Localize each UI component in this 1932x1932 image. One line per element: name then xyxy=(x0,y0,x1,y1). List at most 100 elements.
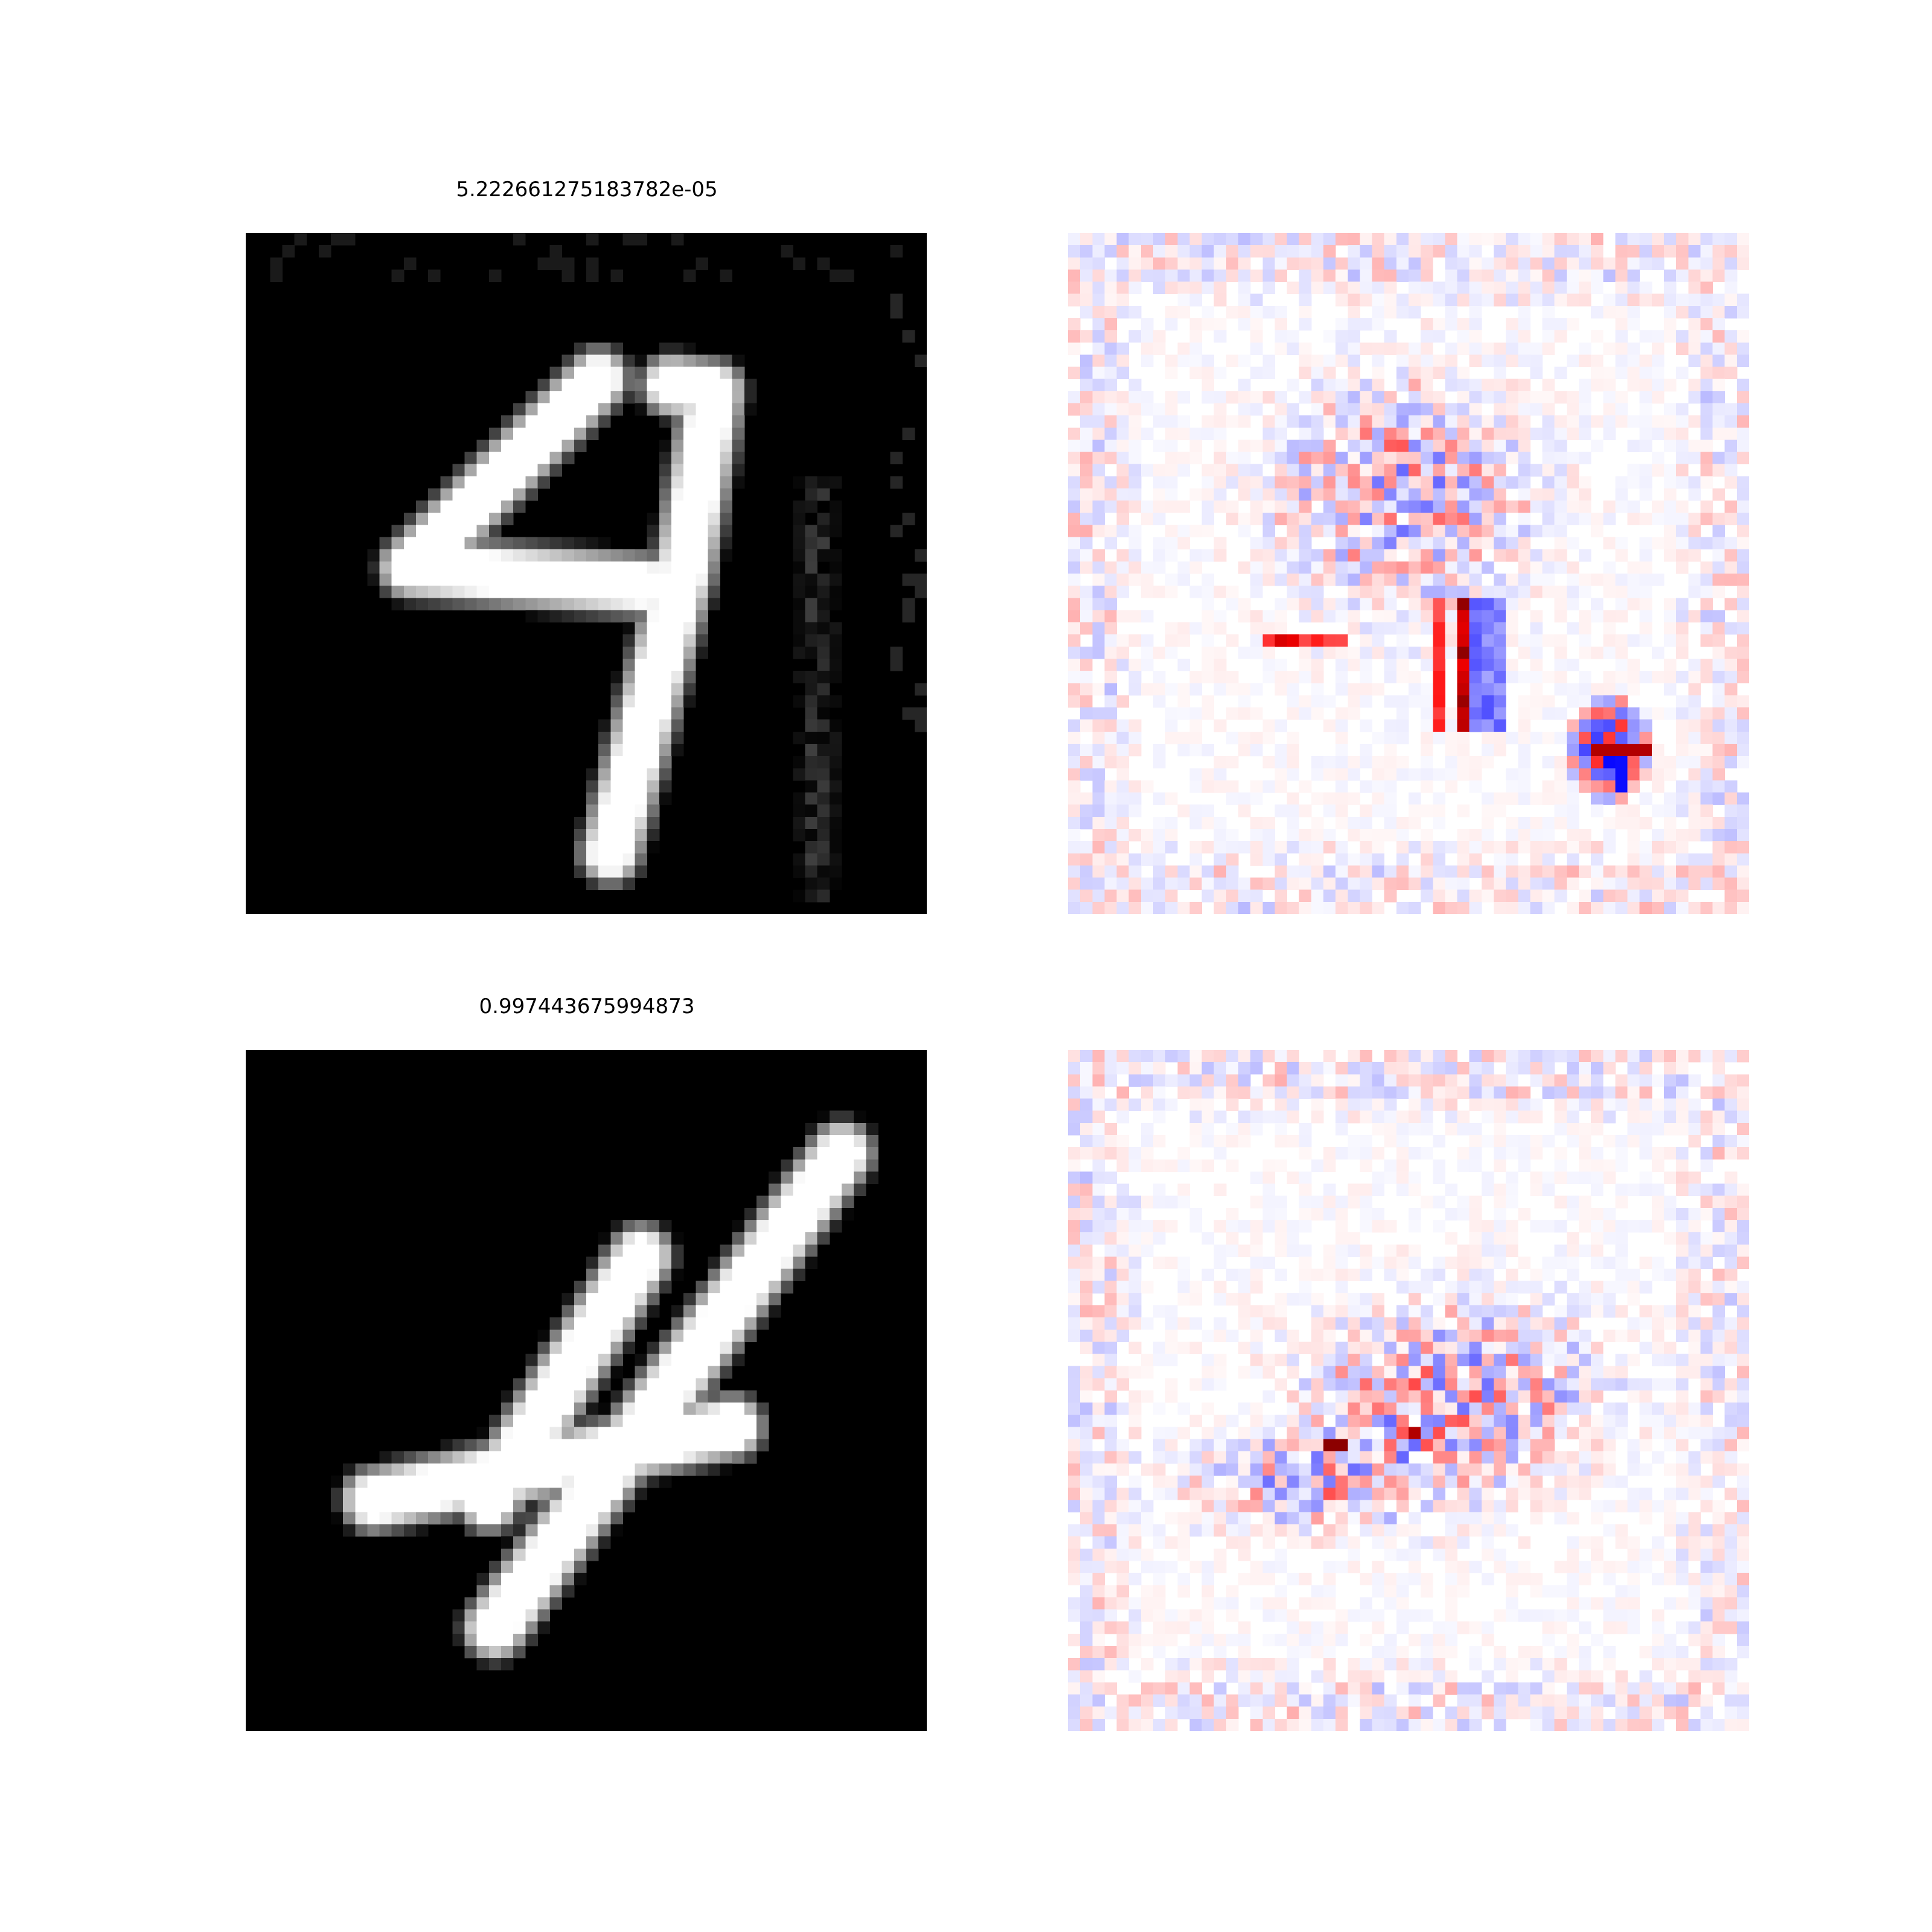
heatmap-cell xyxy=(1469,1098,1482,1112)
image-pixel xyxy=(501,1451,514,1464)
image-pixel xyxy=(574,379,587,392)
heatmap-cell xyxy=(1189,768,1202,781)
image-pixel xyxy=(549,586,563,598)
image-pixel xyxy=(659,695,672,708)
heatmap-cell xyxy=(1627,1354,1640,1367)
image-pixel xyxy=(696,415,708,428)
heatmap-cell xyxy=(1712,245,1726,258)
image-pixel xyxy=(647,610,660,622)
heatmap-cell xyxy=(1189,816,1202,830)
heatmap-cell xyxy=(1591,233,1604,246)
heatmap-cell xyxy=(1591,1293,1604,1306)
image-pixel xyxy=(464,476,478,489)
heatmap-cell xyxy=(1676,598,1689,610)
heatmap-cell xyxy=(1724,1317,1738,1330)
heatmap-cell xyxy=(1457,1062,1470,1075)
heatmap-cell xyxy=(1530,281,1543,295)
heatmap-cell xyxy=(1311,1342,1324,1354)
heatmap-cell xyxy=(1226,598,1239,610)
image-pixel xyxy=(829,1159,842,1172)
heatmap-cell xyxy=(1542,1342,1555,1354)
image-pixel xyxy=(549,257,563,270)
heatmap-cell xyxy=(1603,1293,1616,1306)
heatmap-cell xyxy=(1421,1062,1433,1075)
heatmap-cell xyxy=(1457,379,1470,392)
heatmap-cell xyxy=(1481,695,1494,708)
heatmap-cell xyxy=(1676,1086,1689,1099)
heatmap-cell xyxy=(1433,574,1445,586)
heatmap-cell xyxy=(1469,403,1482,416)
image-pixel xyxy=(659,1329,672,1342)
heatmap-cell xyxy=(1481,792,1494,805)
heatmap-cell xyxy=(1724,731,1738,744)
heatmap-cell xyxy=(1384,269,1397,282)
heatmap-cell xyxy=(1177,354,1190,367)
heatmap-cell xyxy=(1080,671,1093,683)
heatmap-cell xyxy=(1724,293,1738,307)
heatmap-cell xyxy=(1104,305,1117,319)
heatmap-cell xyxy=(1579,1293,1591,1306)
heatmap-cell xyxy=(1579,1244,1591,1257)
heatmap-cell xyxy=(1421,1378,1433,1391)
image-pixel xyxy=(622,816,635,830)
image-pixel xyxy=(696,537,708,550)
heatmap-cell xyxy=(1116,427,1130,440)
image-pixel xyxy=(805,744,818,756)
heatmap-cell xyxy=(1603,622,1616,635)
heatmap-cell xyxy=(1140,574,1154,586)
heatmap-cell xyxy=(1712,634,1726,647)
image-pixel xyxy=(720,476,733,489)
heatmap-cell xyxy=(1566,1390,1579,1403)
heatmap-cell xyxy=(1688,744,1701,756)
heatmap-cell xyxy=(1140,1390,1154,1403)
heatmap-cell xyxy=(1287,501,1300,513)
heatmap-cell xyxy=(1736,792,1749,805)
image-pixel xyxy=(635,719,648,732)
heatmap-cell xyxy=(1238,707,1251,720)
image-pixel xyxy=(574,1415,587,1427)
heatmap-cell xyxy=(1335,1342,1348,1354)
image-pixel xyxy=(440,1488,453,1500)
heatmap-cell xyxy=(1554,1281,1567,1294)
image-pixel xyxy=(598,1281,611,1294)
heatmap-cell xyxy=(1651,865,1665,878)
image-pixel xyxy=(574,1573,587,1585)
image-pixel xyxy=(549,1561,563,1573)
heatmap-cell xyxy=(1335,1074,1348,1087)
heatmap-cell xyxy=(1421,719,1433,732)
image-pixel xyxy=(744,403,757,416)
heatmap-cell xyxy=(1128,901,1142,914)
heatmap-cell xyxy=(1506,1074,1518,1087)
image-pixel xyxy=(476,1646,490,1659)
heatmap-cell xyxy=(1579,634,1591,647)
heatmap-cell xyxy=(1335,816,1348,830)
heatmap-cell xyxy=(1250,622,1263,635)
heatmap-cell xyxy=(1128,452,1142,465)
heatmap-cell xyxy=(1128,1366,1142,1379)
heatmap-cell xyxy=(1506,780,1518,793)
image-pixel xyxy=(440,488,453,501)
heatmap-cell xyxy=(1372,829,1385,842)
heatmap-cell xyxy=(1651,889,1665,903)
heatmap-cell xyxy=(1068,841,1081,854)
image-pixel xyxy=(793,889,805,903)
heatmap-cell xyxy=(1335,731,1348,744)
heatmap-cell xyxy=(1177,1195,1190,1209)
image-pixel xyxy=(537,452,550,465)
heatmap-cell xyxy=(1736,342,1749,355)
heatmap-cell xyxy=(1639,1256,1652,1269)
heatmap-cell xyxy=(1409,1244,1421,1257)
heatmap-cell xyxy=(1128,427,1142,440)
heatmap-cell xyxy=(1128,792,1142,805)
heatmap-cell xyxy=(1712,1183,1726,1197)
heatmap-cell xyxy=(1724,1098,1738,1112)
image-pixel xyxy=(549,537,563,550)
heatmap-cell xyxy=(1396,379,1409,392)
heatmap-cell xyxy=(1445,1074,1457,1087)
heatmap-cell xyxy=(1627,257,1640,270)
image-pixel xyxy=(914,683,927,696)
heatmap-cell xyxy=(1651,1098,1665,1112)
heatmap-cell xyxy=(1299,574,1312,586)
heatmap-cell xyxy=(1104,1232,1117,1245)
heatmap-cell xyxy=(1566,476,1579,489)
